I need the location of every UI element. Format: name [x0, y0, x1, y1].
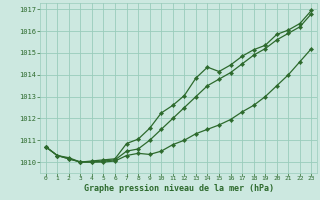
X-axis label: Graphe pression niveau de la mer (hPa): Graphe pression niveau de la mer (hPa) [84, 184, 274, 193]
